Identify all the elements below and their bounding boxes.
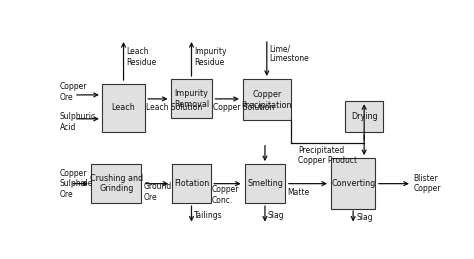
- FancyBboxPatch shape: [345, 101, 383, 132]
- Text: Tailings: Tailings: [194, 211, 223, 220]
- Text: Smelting: Smelting: [247, 179, 283, 188]
- FancyBboxPatch shape: [102, 84, 145, 132]
- Text: Leach Solution: Leach Solution: [146, 103, 202, 112]
- Text: Leach
Residue: Leach Residue: [127, 47, 157, 67]
- Text: Copper
Conc.: Copper Conc.: [212, 185, 239, 205]
- Text: Precipitated
Copper Product: Precipitated Copper Product: [298, 146, 357, 165]
- FancyBboxPatch shape: [171, 80, 212, 118]
- Text: Leach: Leach: [112, 103, 136, 112]
- Text: Copper
Precipitation: Copper Precipitation: [242, 90, 292, 110]
- FancyBboxPatch shape: [172, 164, 211, 203]
- FancyBboxPatch shape: [91, 164, 141, 203]
- Text: Lime/
Limestone: Lime/ Limestone: [270, 44, 310, 63]
- Text: Copper Solution: Copper Solution: [213, 103, 274, 112]
- Text: Copper
Sulphide
Ore: Copper Sulphide Ore: [60, 169, 93, 199]
- Text: Drying: Drying: [351, 112, 377, 121]
- Text: Crushing and
Grinding: Crushing and Grinding: [90, 174, 143, 193]
- Text: Blister
Copper: Blister Copper: [414, 174, 441, 193]
- Text: Sulphuric
Acid: Sulphuric Acid: [60, 112, 96, 132]
- Text: Matte: Matte: [287, 188, 309, 197]
- Text: Impurity
Residue: Impurity Residue: [194, 47, 227, 67]
- Text: Ground
Ore: Ground Ore: [144, 182, 172, 202]
- FancyBboxPatch shape: [243, 80, 291, 120]
- Text: Slag: Slag: [356, 213, 373, 222]
- FancyBboxPatch shape: [331, 158, 375, 209]
- Text: Flotation: Flotation: [174, 179, 209, 188]
- Text: Impurity
Removal: Impurity Removal: [174, 89, 209, 109]
- FancyBboxPatch shape: [245, 164, 285, 203]
- Text: Copper
Ore: Copper Ore: [60, 82, 88, 102]
- Text: Converting: Converting: [331, 179, 375, 188]
- Text: Slag: Slag: [268, 211, 284, 220]
